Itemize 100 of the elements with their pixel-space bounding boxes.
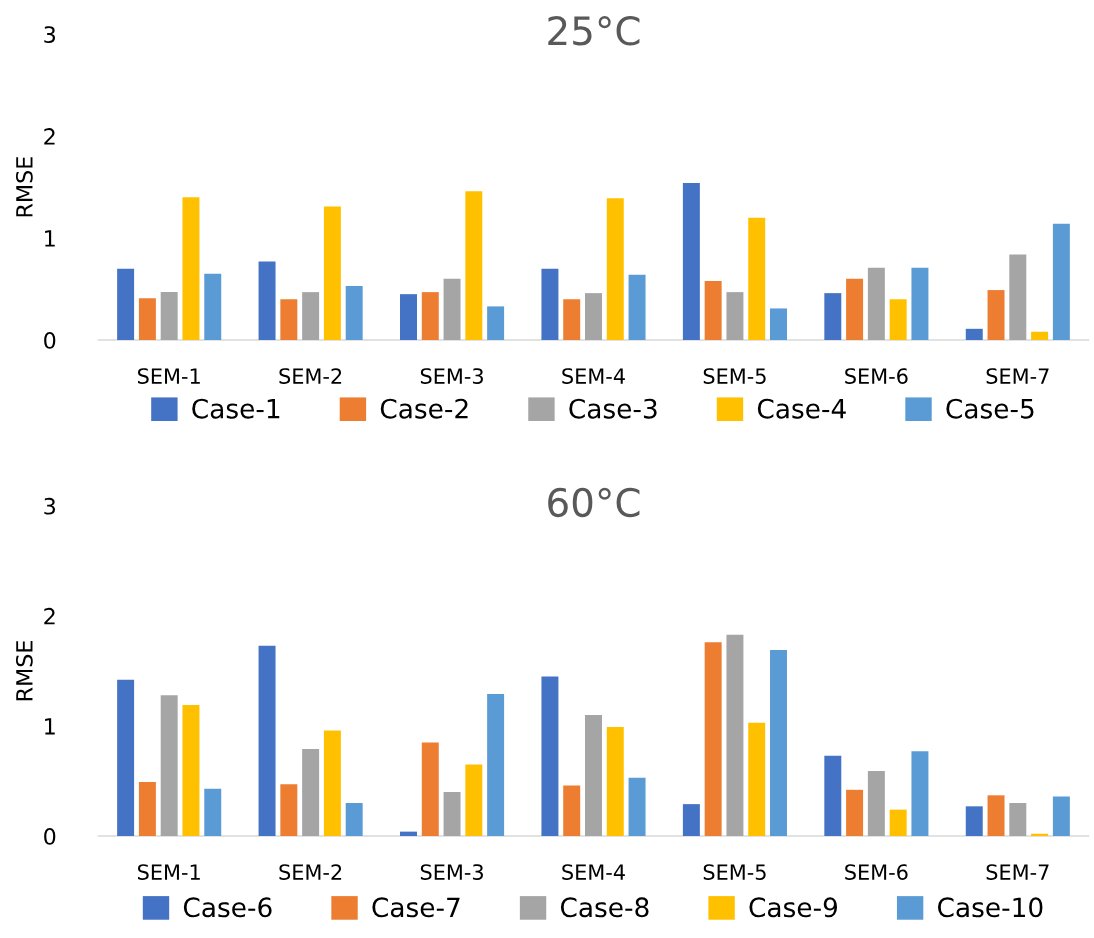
bar	[824, 755, 842, 837]
x-tick-label: SEM-1	[137, 864, 200, 880]
bar	[889, 809, 907, 837]
legend-label: Case-6	[183, 897, 272, 918]
bar	[867, 771, 885, 837]
bar	[1052, 796, 1070, 837]
bar	[911, 751, 929, 837]
bar	[628, 777, 646, 837]
bar	[541, 268, 559, 341]
bar	[258, 261, 276, 341]
bar	[138, 782, 156, 837]
bar	[726, 634, 744, 837]
legend-label: Case-9	[749, 897, 838, 918]
bar	[867, 267, 885, 341]
bar	[563, 785, 581, 837]
y-tick-label: 2	[44, 128, 55, 145]
y-tick-label: 3	[44, 497, 56, 515]
bar	[704, 642, 722, 837]
bar	[443, 792, 461, 837]
y-tick-label: 0	[44, 827, 56, 845]
bar	[585, 293, 602, 341]
bar	[302, 292, 320, 341]
bar	[824, 293, 842, 341]
bar	[541, 676, 559, 837]
x-tick-label: SEM-5	[703, 864, 766, 880]
x-tick-label: SEM-1	[137, 368, 200, 384]
bar	[889, 299, 907, 341]
x-tick-label: SEM-7	[986, 368, 1049, 384]
bar	[465, 191, 483, 341]
legend-label: Case-3	[569, 398, 657, 419]
bar	[965, 328, 983, 341]
legend-label: Case-10	[937, 897, 1043, 918]
bar	[302, 749, 320, 837]
x-tick-label: SEM-6	[845, 864, 908, 880]
legend-label: Case-1	[192, 398, 280, 419]
bar	[1052, 223, 1070, 341]
bar	[770, 650, 787, 837]
bar	[487, 694, 505, 837]
x-tick-label: SEM-2	[279, 368, 342, 384]
bar	[182, 197, 200, 341]
y-axis-title: RMSE	[15, 641, 33, 701]
bar	[965, 806, 983, 837]
bar	[911, 267, 929, 341]
bar	[606, 198, 624, 341]
bar	[323, 206, 341, 341]
bar	[1009, 254, 1027, 341]
legend-label: Case-5	[946, 398, 1034, 419]
bar	[400, 831, 417, 837]
legend-label: Case-8	[560, 897, 649, 918]
x-tick-label: SEM-7	[986, 864, 1049, 880]
x-tick-label: SEM-4	[562, 864, 625, 880]
bar	[1009, 803, 1027, 837]
bar	[682, 183, 700, 341]
bar	[606, 727, 624, 837]
bar	[345, 803, 363, 837]
bar	[160, 695, 178, 837]
y-axis-title: RMSE	[15, 157, 33, 217]
bar	[770, 308, 787, 341]
bar	[182, 705, 200, 837]
bar	[682, 804, 700, 837]
legend-label: Case-2	[380, 398, 468, 419]
bar	[487, 306, 505, 341]
y-tick-label: 1	[45, 230, 55, 247]
bar	[726, 292, 744, 341]
x-tick-label: SEM-6	[845, 368, 908, 384]
bar	[117, 679, 135, 837]
y-tick-label: 2	[44, 607, 55, 625]
bar	[748, 217, 766, 341]
bar	[563, 299, 581, 341]
y-tick-label: 3	[44, 26, 56, 43]
y-tick-label: 0	[44, 331, 56, 349]
bar	[748, 722, 766, 837]
y-tick-label: 1	[45, 718, 55, 735]
bar	[443, 278, 461, 341]
bar	[421, 292, 439, 341]
bar	[987, 795, 1005, 837]
bar	[323, 730, 341, 837]
bar	[465, 764, 483, 837]
bar	[280, 299, 298, 341]
bar	[628, 274, 646, 341]
bar	[421, 742, 439, 837]
bar	[1031, 833, 1049, 837]
x-tick-label: SEM-4	[562, 368, 625, 384]
bar	[204, 788, 222, 837]
chart-title: 60°C	[548, 487, 640, 518]
bar	[345, 286, 363, 341]
bar	[258, 645, 276, 837]
bar	[400, 294, 417, 341]
bar	[160, 292, 178, 341]
x-tick-label: SEM-2	[279, 864, 342, 880]
bar	[204, 273, 222, 341]
chart-title: 25°C	[548, 16, 640, 46]
legend-label: Case-4	[757, 398, 846, 419]
x-tick-label: SEM-5	[703, 368, 766, 384]
x-tick-label: SEM-3	[420, 368, 483, 384]
x-tick-label: SEM-3	[420, 864, 483, 880]
bar	[846, 278, 864, 341]
bar	[846, 789, 864, 837]
bar	[280, 784, 298, 837]
bar	[585, 714, 602, 837]
